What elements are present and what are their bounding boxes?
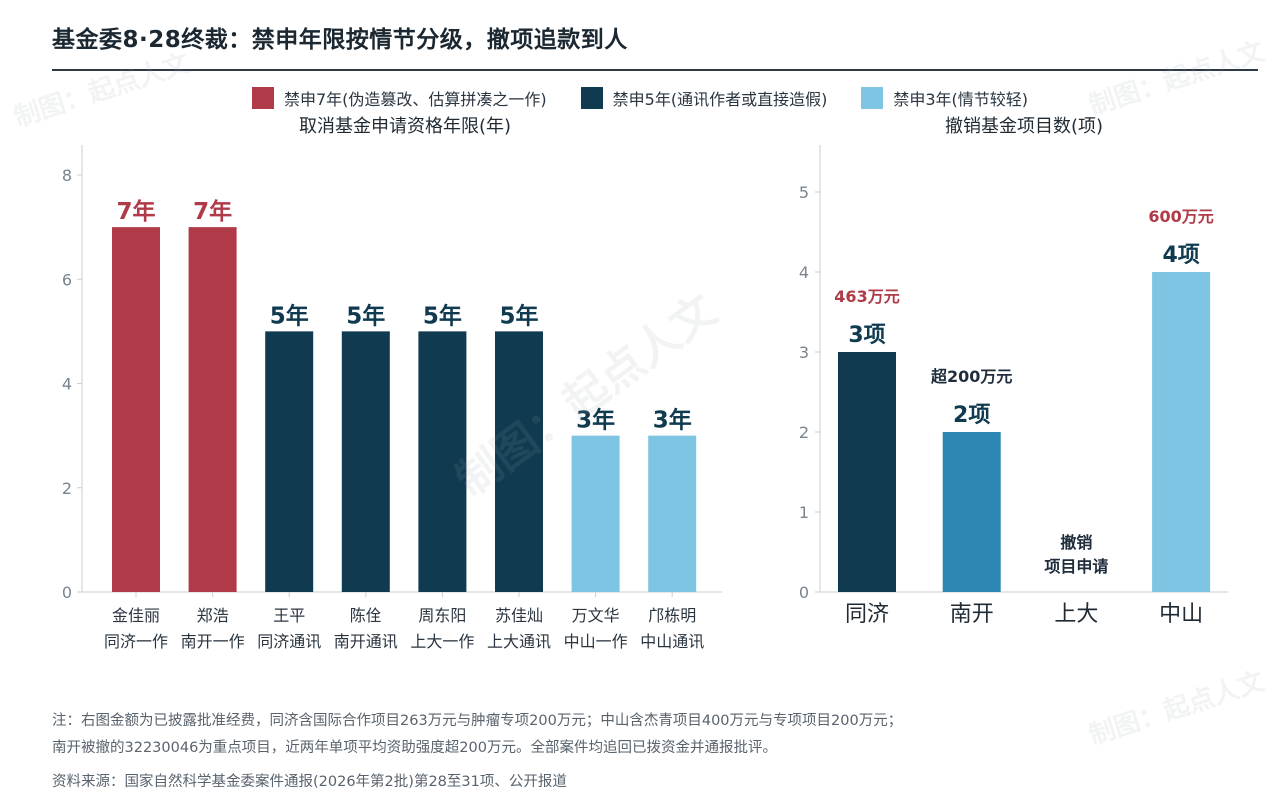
data-label: 5年 — [423, 302, 462, 329]
x-tick-label: 金佳丽 — [112, 606, 160, 625]
data-label: 3项 — [848, 323, 885, 348]
annotation-label: 撤销 — [1060, 533, 1092, 552]
y-tick-label: 6 — [62, 270, 72, 289]
legend-swatch — [251, 87, 274, 109]
x-tick-label: 南开一作 — [181, 632, 245, 651]
x-tick-label: 中山一作 — [564, 632, 628, 651]
bar — [418, 331, 467, 592]
data-label: 4项 — [1162, 243, 1199, 268]
y-tick-label: 0 — [62, 583, 72, 602]
data-label: 5年 — [270, 302, 309, 329]
page-title: 基金委8·28终裁：禁申年限按情节分级，撤项追款到人 — [52, 27, 628, 53]
data-label: 7年 — [116, 198, 155, 225]
x-tick-label: 同济 — [845, 602, 889, 627]
y-tick-label: 4 — [62, 375, 72, 394]
bar — [265, 331, 314, 592]
y-tick-label: 3 — [799, 343, 809, 362]
x-tick-label: 南开通讯 — [334, 632, 398, 651]
legend: 禁申7年(伪造篡改、估算拼凑之一作) 禁申5年(通讯作者或直接造假) 禁申3年(… — [0, 86, 1280, 110]
bar — [188, 227, 237, 592]
footnote-line-2: 南开被撤的32230046为重点项目，近两年单项平均资助强度超200万元。全部案… — [52, 740, 777, 756]
bar — [942, 432, 1001, 592]
legend-swatch — [580, 87, 603, 109]
legend-label: 禁申5年(通讯作者或直接造假) — [612, 90, 828, 109]
y-tick-label: 5 — [799, 183, 809, 202]
bar — [838, 352, 896, 592]
x-tick-label: 同济通讯 — [257, 632, 321, 651]
x-tick-label: 苏佳灿 — [495, 606, 543, 625]
amount-label: 463万元 — [834, 287, 899, 306]
x-tick-label: 南开 — [950, 602, 994, 627]
x-tick-label: 万文华 — [572, 606, 620, 625]
x-tick-label: 上大通讯 — [487, 632, 551, 651]
y-tick-label: 8 — [62, 166, 72, 185]
bar — [1152, 272, 1211, 592]
y-tick-label: 0 — [799, 583, 809, 602]
bar — [648, 435, 697, 592]
bar — [571, 435, 620, 592]
x-tick-label: 邝栋明 — [648, 606, 696, 625]
right-chart-title: 撤销基金项目数(项) — [944, 116, 1104, 137]
data-label: 7年 — [193, 198, 232, 225]
x-tick-label: 上大 — [1054, 602, 1098, 627]
annotation-label: 项目申请 — [1044, 557, 1108, 576]
x-tick-label: 上大一作 — [410, 632, 474, 651]
bar — [112, 227, 160, 592]
amount-label: 600万元 — [1148, 207, 1213, 226]
footnote-line-1: 注：右图金额为已披露批准经费，同济含国际合作项目263万元与肿瘤专项200万元；… — [52, 713, 903, 729]
legend-item-5year: 禁申5年(通讯作者或直接造假) — [580, 86, 828, 110]
source-note: 资料来源：国家自然科学基金委案件通报(2026年第2批)第28至31项、公开报道 — [52, 774, 567, 790]
amount-label: 超200万元 — [930, 367, 1012, 386]
data-label: 3年 — [576, 407, 615, 434]
title-divider — [52, 69, 1258, 71]
x-tick-label: 郑浩 — [197, 606, 229, 625]
left-chart-title: 取消基金申请资格年限(年) — [298, 116, 512, 137]
legend-label: 禁申7年(伪造篡改、估算拼凑之一作) — [283, 90, 547, 109]
y-tick-label: 2 — [799, 423, 809, 442]
legend-item-3year: 禁申3年(情节较轻) — [861, 86, 1028, 110]
data-label: 5年 — [499, 302, 538, 329]
x-tick-label: 同济一作 — [104, 632, 168, 651]
data-label: 2项 — [953, 403, 990, 428]
data-label: 5年 — [346, 302, 385, 329]
x-tick-label: 王平 — [273, 606, 305, 625]
legend-label: 禁申3年(情节较轻) — [893, 90, 1028, 109]
y-tick-label: 2 — [62, 479, 72, 498]
x-tick-label: 中山通讯 — [640, 632, 704, 651]
legend-item-7year: 禁申7年(伪造篡改、估算拼凑之一作) — [251, 86, 547, 110]
y-tick-label: 4 — [799, 263, 809, 282]
bar — [341, 331, 390, 592]
x-tick-label: 周东阳 — [418, 606, 466, 625]
data-label: 3年 — [653, 407, 692, 434]
y-tick-label: 1 — [799, 503, 809, 522]
bar — [495, 331, 543, 592]
legend-swatch — [861, 87, 884, 109]
x-tick-label: 中山 — [1159, 602, 1203, 627]
x-tick-label: 陈佺 — [350, 606, 382, 625]
